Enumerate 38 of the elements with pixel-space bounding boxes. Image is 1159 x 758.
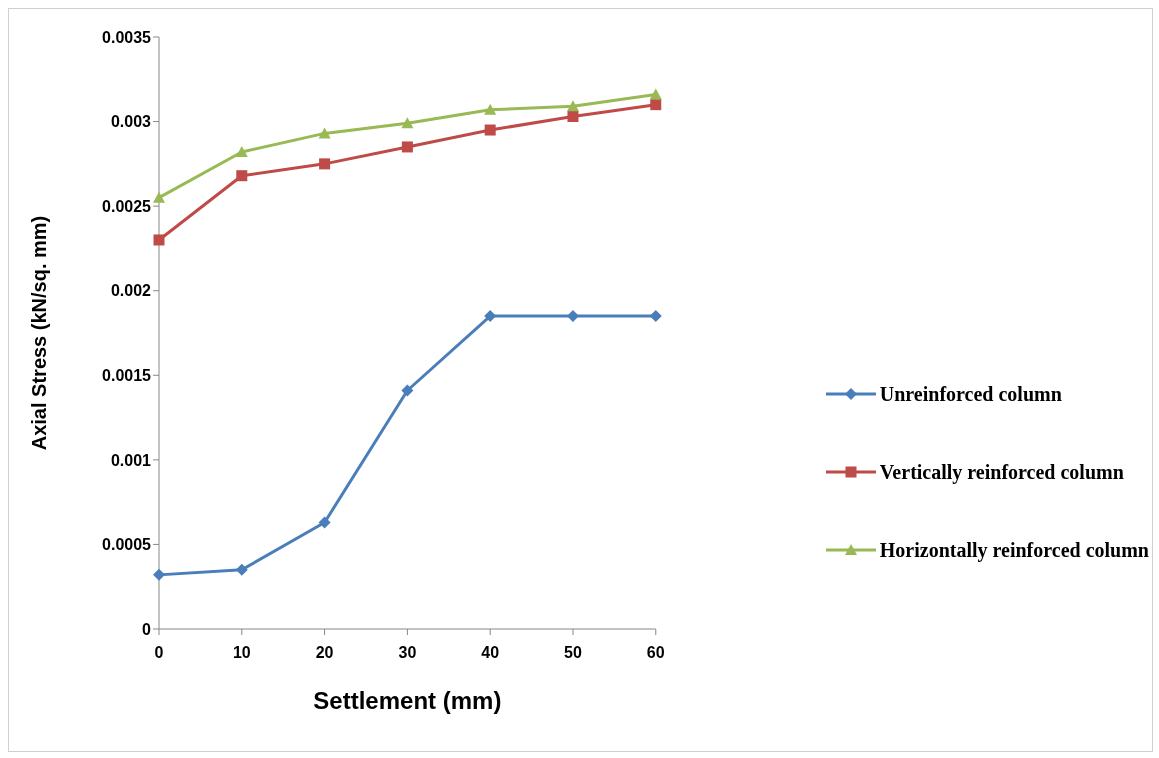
y-tick-label: 0.003: [110, 113, 152, 131]
x-tick-label: 20: [315, 644, 334, 662]
point: [319, 158, 331, 170]
point: [235, 146, 248, 158]
point: [236, 170, 248, 182]
y-tick-label: 0.0035: [102, 28, 152, 46]
y-tick-label: 0.001: [110, 451, 152, 469]
legend-label: Unreinforced column: [879, 382, 1062, 406]
x-tick-label: 60: [646, 644, 665, 662]
point: [566, 100, 579, 112]
x-tick-label: 40: [481, 644, 500, 662]
y-tick-label: 0.0025: [102, 197, 152, 215]
x-axis-title: Settlement (mm): [313, 687, 502, 714]
y-tick-label: 0: [142, 620, 152, 638]
point: [153, 568, 165, 581]
x-tick-label: 0: [154, 644, 164, 662]
point: [235, 563, 248, 576]
legend-label: Horizontally reinforced column: [879, 538, 1149, 562]
point: [401, 384, 414, 397]
y-axis-title: Axial Stress (kN/sq. mm): [28, 215, 51, 451]
y-tick-label: 0.0005: [102, 536, 152, 554]
x-tick-label: 30: [398, 644, 417, 662]
point: [484, 103, 497, 115]
point: [649, 88, 662, 100]
y-tick-label: 0.0015: [102, 366, 152, 384]
point: [401, 141, 413, 153]
point: [484, 124, 496, 136]
x-tick-label: 10: [232, 644, 251, 662]
point: [401, 117, 414, 129]
point: [567, 111, 579, 122]
point: [153, 234, 165, 246]
legend-label: Vertically reinforced column: [879, 460, 1124, 484]
point: [153, 191, 165, 203]
point: [650, 99, 662, 111]
y-tick-label: 0.002: [110, 282, 152, 300]
point: [318, 127, 331, 139]
x-tick-label: 50: [564, 644, 582, 662]
point: [318, 516, 331, 529]
